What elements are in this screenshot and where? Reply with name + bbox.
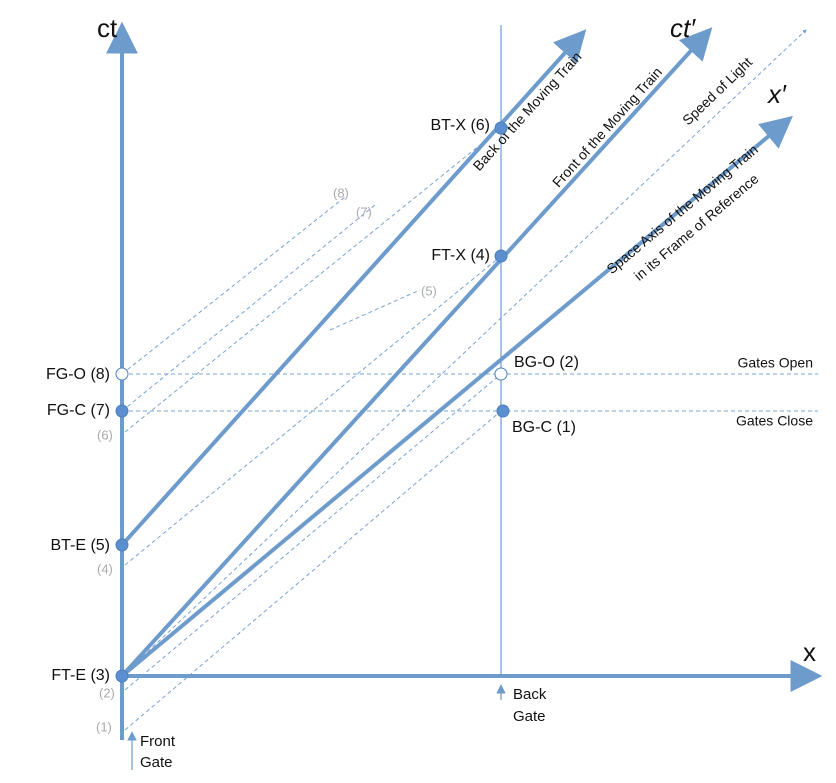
event: [115, 367, 129, 381]
light-label: (4): [97, 561, 113, 576]
line-label: Front of the Moving Train: [549, 64, 665, 190]
gate-label: Front: [140, 733, 176, 750]
event-label: BT-E (5): [50, 537, 110, 554]
light-label: (5): [421, 283, 437, 298]
gate-line-label: Gates Open: [738, 355, 814, 371]
x-prime-label: x′: [766, 79, 787, 109]
light-label: (1): [96, 719, 112, 734]
event: [115, 404, 129, 418]
gate-label: Gate: [140, 754, 173, 771]
line-label: Speed of Light: [679, 54, 755, 128]
event: [115, 538, 129, 552]
event: [496, 404, 510, 418]
gate-label: Gate: [513, 708, 546, 725]
back-train-line: [120, 29, 587, 547]
x-label: x: [803, 637, 816, 667]
light-label: (7): [356, 204, 372, 219]
gate-line-label: Gates Close: [736, 413, 813, 429]
event: [494, 249, 508, 263]
event-label: FG-O (8): [46, 366, 110, 383]
event-label: FT-X (4): [431, 247, 490, 264]
x-prime-axis: [120, 115, 793, 678]
event: [494, 121, 508, 135]
event-label: BG-O (2): [514, 354, 579, 371]
event: [494, 367, 508, 381]
event-label: BG-C (1): [512, 419, 576, 436]
light-label: (2): [99, 685, 115, 700]
ct-prime-label: ct′: [670, 13, 696, 43]
light-label: (8): [333, 185, 349, 200]
ct-prime-axis: [120, 27, 713, 678]
event-label: BT-X (6): [430, 117, 490, 134]
line-label: Space Axis of the Moving Train: [603, 141, 761, 277]
event-label: FT-E (3): [51, 667, 110, 684]
light-label: (6): [97, 427, 113, 442]
event: [115, 669, 129, 683]
event-label: FG-C (7): [47, 402, 110, 419]
line-label: Back of the Moving Train: [470, 49, 585, 174]
light-rays: [121, 29, 807, 731]
ct-label: ct: [97, 13, 118, 43]
gate-label: Back: [513, 686, 547, 703]
